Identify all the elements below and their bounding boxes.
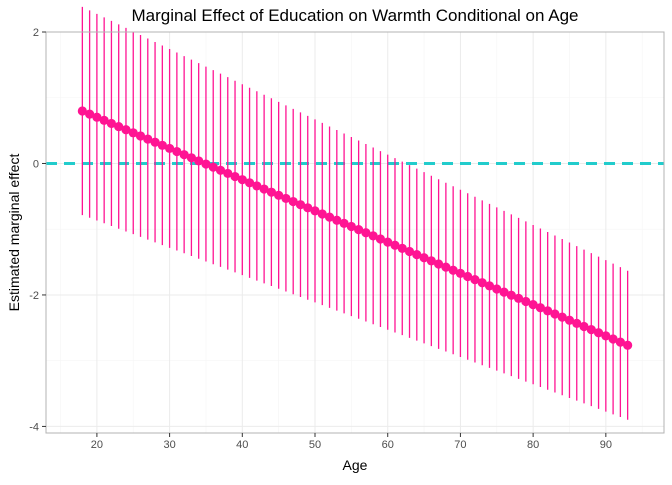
data-point — [521, 296, 531, 307]
y-tick-label: 0 — [33, 158, 39, 170]
data-point — [230, 171, 240, 182]
data-point — [513, 293, 524, 303]
data-point — [601, 331, 611, 341]
data-point — [114, 121, 124, 132]
x-tick-label: 50 — [309, 439, 321, 451]
data-point — [564, 315, 575, 325]
data-point — [121, 125, 131, 135]
x-tick-label: 30 — [163, 439, 175, 451]
data-point — [412, 250, 422, 260]
data-point — [543, 306, 553, 316]
data-point — [179, 150, 189, 160]
y-tick-label: -4 — [29, 421, 39, 433]
data-point — [434, 259, 444, 269]
chart-title: Marginal Effect of Education on Warmth C… — [132, 6, 579, 25]
data-point — [274, 190, 284, 200]
data-point — [266, 187, 276, 197]
data-point — [528, 300, 538, 310]
data-point — [157, 140, 167, 150]
x-tick-label: 20 — [91, 439, 103, 451]
data-point — [572, 318, 582, 328]
data-point — [208, 162, 218, 172]
data-point — [85, 109, 95, 119]
y-axis-title: Estimated marginal effect — [6, 154, 22, 312]
data-point — [550, 309, 560, 319]
data-point — [92, 112, 102, 122]
data-point — [557, 312, 567, 322]
data-point — [419, 253, 429, 263]
confidence-interval-layer — [81, 6, 629, 420]
data-point — [455, 268, 466, 278]
y-tick-label: 2 — [33, 27, 39, 39]
data-point — [477, 278, 487, 288]
data-point — [368, 231, 378, 241]
data-point — [165, 143, 175, 154]
data-point — [135, 131, 146, 141]
panel-border — [45, 31, 665, 434]
data-point — [143, 134, 153, 144]
data-point — [223, 168, 233, 179]
x-tick-label: 80 — [527, 439, 539, 451]
grid-layer — [46, 31, 664, 433]
data-point — [237, 175, 247, 185]
data-point — [593, 328, 604, 338]
data-point — [492, 284, 502, 294]
data-point — [506, 290, 516, 300]
data-point — [172, 146, 182, 157]
data-point — [484, 281, 495, 291]
data-point — [354, 225, 364, 235]
data-point — [397, 243, 407, 253]
point-estimate-layer — [77, 106, 633, 350]
data-point — [310, 206, 320, 216]
x-tick-label: 60 — [382, 439, 394, 451]
data-point — [215, 165, 226, 175]
data-point — [535, 303, 546, 313]
data-point — [150, 137, 160, 147]
data-point — [383, 237, 393, 247]
data-point — [332, 215, 342, 225]
x-tick-label: 70 — [454, 439, 466, 451]
data-point — [303, 203, 313, 213]
x-tick-label: 90 — [600, 439, 612, 451]
data-point — [623, 340, 633, 350]
data-point — [128, 128, 138, 138]
data-point — [463, 271, 473, 282]
data-point — [99, 115, 109, 125]
data-point — [448, 265, 458, 275]
data-point — [259, 184, 269, 194]
data-point — [252, 181, 262, 191]
data-point — [339, 218, 349, 229]
data-point — [441, 262, 451, 272]
y-tick-label: -2 — [29, 290, 39, 302]
data-point — [390, 240, 400, 250]
data-point — [106, 118, 117, 129]
data-point — [404, 246, 415, 257]
data-point — [346, 221, 356, 232]
data-point — [288, 196, 298, 207]
data-point — [281, 193, 291, 204]
data-point — [244, 178, 255, 188]
data-point — [186, 153, 197, 163]
data-point — [361, 228, 371, 238]
data-point — [324, 212, 335, 222]
data-point — [608, 334, 618, 344]
data-point — [295, 200, 306, 210]
data-point — [194, 156, 204, 166]
data-point — [499, 287, 509, 297]
x-tick-label: 40 — [236, 439, 248, 451]
data-point — [375, 234, 386, 244]
data-point — [317, 209, 327, 219]
data-point — [201, 159, 211, 169]
x-axis-title: Age — [343, 457, 368, 473]
data-point — [586, 325, 596, 335]
data-point — [470, 275, 480, 285]
data-point — [77, 106, 87, 116]
data-point — [426, 256, 436, 266]
data-point — [579, 321, 589, 332]
data-point — [615, 337, 625, 347]
